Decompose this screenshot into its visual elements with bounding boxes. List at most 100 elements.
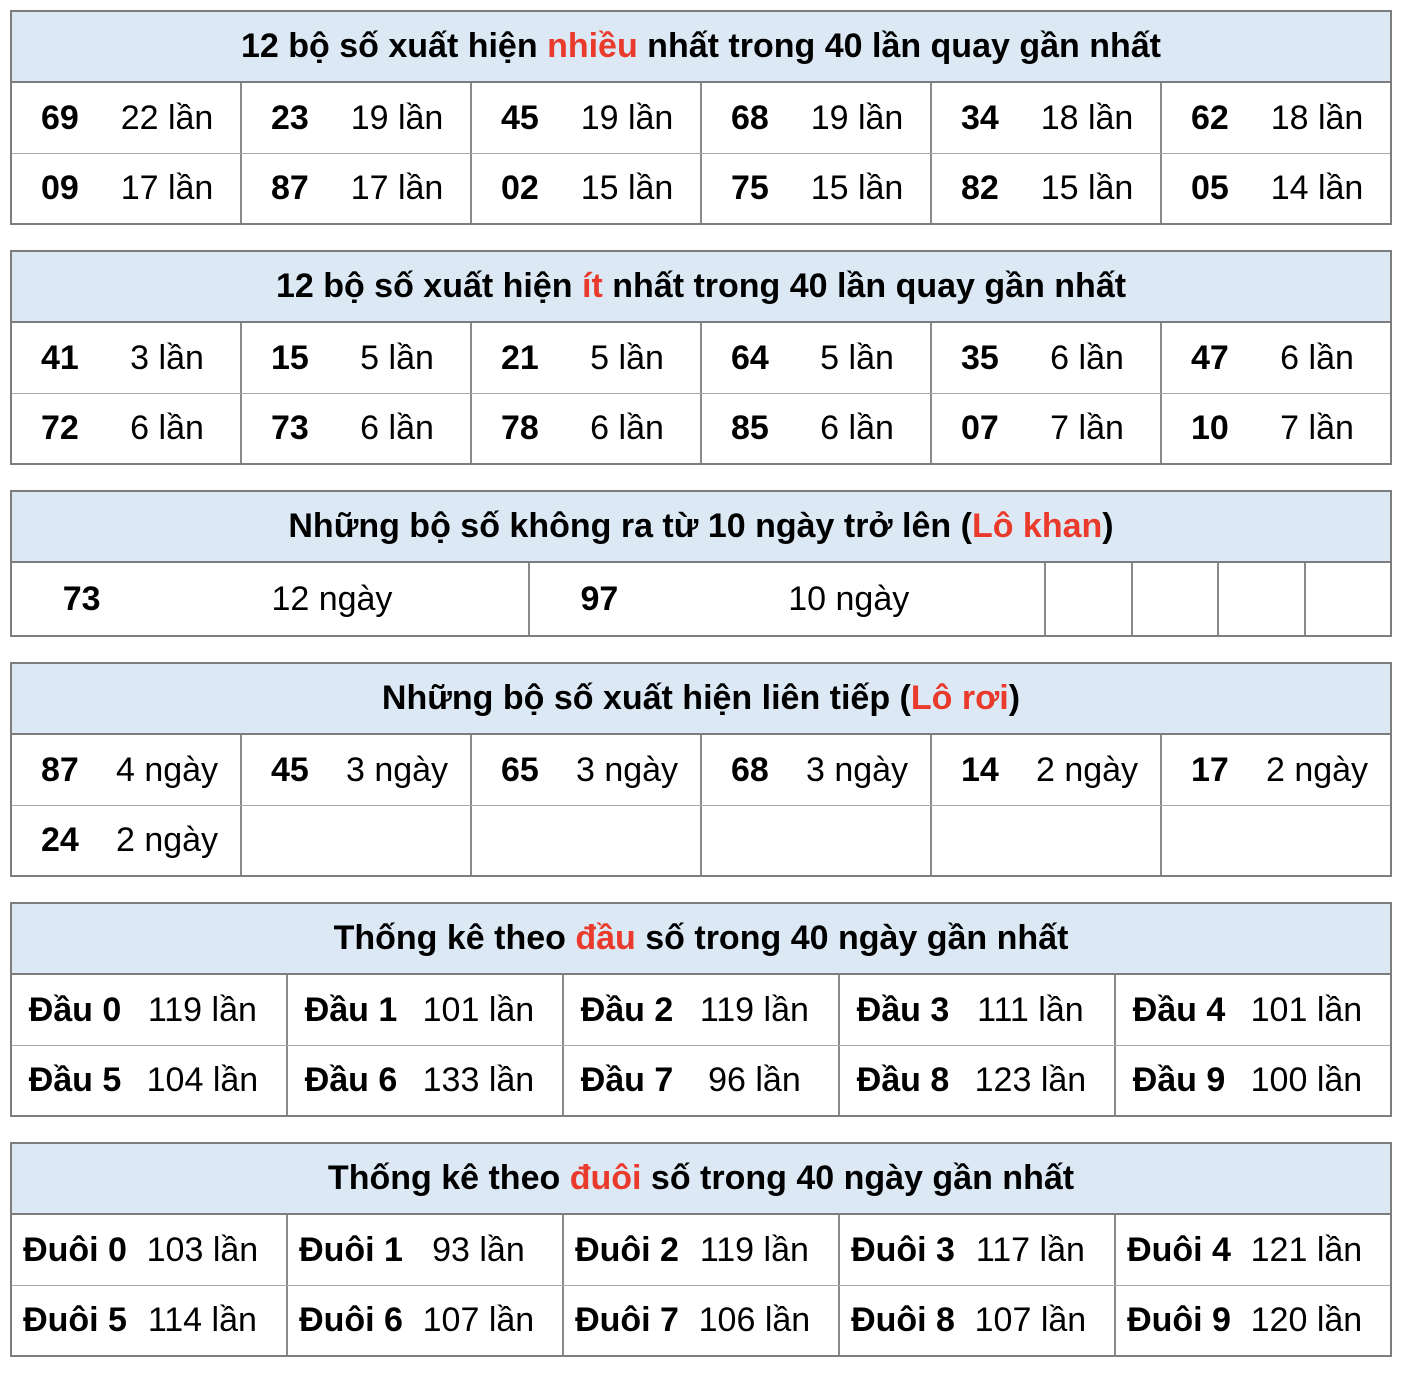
count-value: 6 lần	[1050, 338, 1124, 377]
lo-roi-title: Những bộ số xuất hiện liên tiếp (Lô rơi)	[12, 664, 1390, 735]
count-value: 100 lần	[1250, 1061, 1363, 1099]
empty-cell	[1160, 806, 1390, 875]
digit-stat-cell: Đầu 3 111 lần	[838, 975, 1114, 1045]
count-value: 6 lần	[820, 409, 894, 447]
count-value: 3 ngày	[805, 750, 909, 789]
duoi-stats-table: Thống kê theo đuôi số trong 40 ngày gần …	[10, 1142, 1392, 1357]
count-value: 7 lần	[1050, 409, 1124, 447]
count-value: 15 lần	[1040, 169, 1134, 207]
number-stat-cell: 78 6 lần	[470, 394, 700, 463]
number-value: 14	[960, 750, 999, 789]
count-value: 6 lần	[590, 409, 664, 447]
number-stat-cell: 87 4 ngày	[12, 735, 240, 805]
empty-cell	[930, 806, 1160, 875]
number-value: 87	[270, 169, 309, 207]
number-value: 15	[270, 338, 309, 377]
digit-label: Đầu 6	[304, 1061, 398, 1099]
number-stat-cell: 35 6 lần	[930, 323, 1160, 393]
digit-stat-cell: Đuôi 0 103 lần	[12, 1215, 286, 1285]
digit-stat-cell: Đuôi 1 93 lần	[286, 1215, 562, 1285]
count-value: 18 lần	[1270, 98, 1364, 137]
count-value: 2 ngày	[1035, 750, 1139, 789]
table-row: 69 22 lần 23 19 lần 45 19 lần 68 19 lần 34 18…	[12, 83, 1390, 153]
number-stat-cell: 21 5 lần	[470, 323, 700, 393]
digit-label: Đầu 0	[28, 990, 122, 1029]
number-value: 09	[40, 169, 79, 207]
table-row: 24 2 ngày	[12, 805, 1390, 875]
least-frequent-table: 12 bộ số xuất hiện ít nhất trong 40 lần …	[10, 250, 1392, 465]
count-value: 133 lần	[422, 1061, 535, 1099]
count-value: 119 lần	[699, 990, 809, 1029]
number-stat-cell: 82 15 lần	[930, 154, 1160, 223]
most-frequent-title: 12 bộ số xuất hiện nhiều nhất trong 40 l…	[12, 12, 1390, 83]
count-value: 18 lần	[1040, 98, 1134, 137]
count-value: 5 lần	[360, 338, 434, 377]
digit-stat-cell: Đuôi 2 119 lần	[562, 1215, 838, 1285]
table-row: Đầu 5 104 lần Đầu 6 133 lần Đầu 7 96 lần Đầ…	[12, 1045, 1390, 1115]
duoi-stats-title: Thống kê theo đuôi số trong 40 ngày gần …	[12, 1144, 1390, 1215]
number-value: 45	[500, 98, 539, 137]
count-value: 19 lần	[350, 98, 444, 137]
count-value: 6 lần	[360, 409, 434, 447]
count-value: 93 lần	[432, 1230, 525, 1269]
number-value: 64	[730, 338, 769, 377]
empty-cell	[1217, 563, 1303, 635]
number-value: 41	[40, 338, 79, 377]
number-stat-cell: 72 6 lần	[12, 394, 240, 463]
count-value: 3 ngày	[575, 750, 679, 789]
number-stat-cell: 75 15 lần	[700, 154, 930, 223]
count-value: 5 lần	[820, 338, 894, 377]
digit-stat-cell: Đầu 9 100 lần	[1114, 1046, 1390, 1115]
number-stat-cell: 23 19 lần	[240, 83, 470, 153]
count-value: 3 lần	[130, 338, 204, 377]
dau-stats-title: Thống kê theo đầu số trong 40 ngày gần n…	[12, 904, 1390, 975]
number-value: 87	[40, 750, 79, 789]
count-value: 4 ngày	[115, 750, 219, 789]
table-row: Đuôi 5 114 lần Đuôi 6 107 lần Đuôi 7 106 lầ…	[12, 1285, 1390, 1355]
number-value: 85	[730, 409, 769, 447]
number-stat-cell: 62 18 lần	[1160, 83, 1390, 153]
number-value: 73	[62, 579, 101, 618]
digit-label: Đầu 7	[580, 1061, 674, 1099]
digit-label: Đuôi 0	[23, 1230, 127, 1269]
table-row: Đuôi 0 103 lần Đuôi 1 93 lần Đuôi 2 119 lần…	[12, 1215, 1390, 1285]
least-frequent-title: 12 bộ số xuất hiện ít nhất trong 40 lần …	[12, 252, 1390, 323]
table-row: 73 12 ngày 97 10 ngày	[12, 563, 1390, 635]
number-value: 97	[580, 579, 619, 618]
number-value: 05	[1190, 169, 1229, 207]
count-value: 14 lần	[1270, 169, 1364, 207]
count-value: 17 lần	[120, 169, 214, 207]
number-stat-cell: 68 3 ngày	[700, 735, 930, 805]
number-value: 24	[40, 821, 79, 859]
count-value: 101 lần	[1250, 990, 1363, 1029]
digit-label: Đầu 3	[856, 990, 950, 1029]
title-highlight: đuôi	[569, 1159, 642, 1197]
title-text: )	[1008, 679, 1021, 717]
count-value: 10 ngày	[788, 579, 910, 618]
title-text: 12 bộ số xuất hiện	[275, 267, 583, 305]
number-value: 17	[1190, 750, 1229, 789]
dau-stats-table: Thống kê theo đầu số trong 40 ngày gần n…	[10, 902, 1392, 1117]
count-value: 107 lần	[974, 1301, 1087, 1339]
digit-stat-cell: Đầu 7 96 lần	[562, 1046, 838, 1115]
number-value: 45	[270, 750, 309, 789]
title-text: số trong 40 ngày gần nhất	[641, 1159, 1075, 1197]
count-value: 107 lần	[422, 1301, 535, 1339]
number-stat-cell: 41 3 lần	[12, 323, 240, 393]
digit-label: Đầu 9	[1132, 1061, 1226, 1099]
digit-label: Đuôi 1	[299, 1230, 403, 1269]
count-value: 15 lần	[810, 169, 904, 207]
title-text: số trong 40 ngày gần nhất	[635, 919, 1069, 957]
lo-khan-table: Những bộ số không ra từ 10 ngày trở lên …	[10, 490, 1392, 637]
digit-stat-cell: Đuôi 3 117 lần	[838, 1215, 1114, 1285]
number-stat-cell: 65 3 ngày	[470, 735, 700, 805]
digit-label: Đầu 2	[580, 990, 674, 1029]
number-stat-cell: 10 7 lần	[1160, 394, 1390, 463]
digit-label: Đầu 1	[304, 990, 398, 1029]
number-stat-cell: 64 5 lần	[700, 323, 930, 393]
number-value: 62	[1190, 98, 1229, 137]
digit-stat-cell: Đuôi 7 106 lần	[562, 1286, 838, 1355]
number-value: 35	[960, 338, 999, 377]
count-value: 123 lần	[974, 1061, 1087, 1099]
